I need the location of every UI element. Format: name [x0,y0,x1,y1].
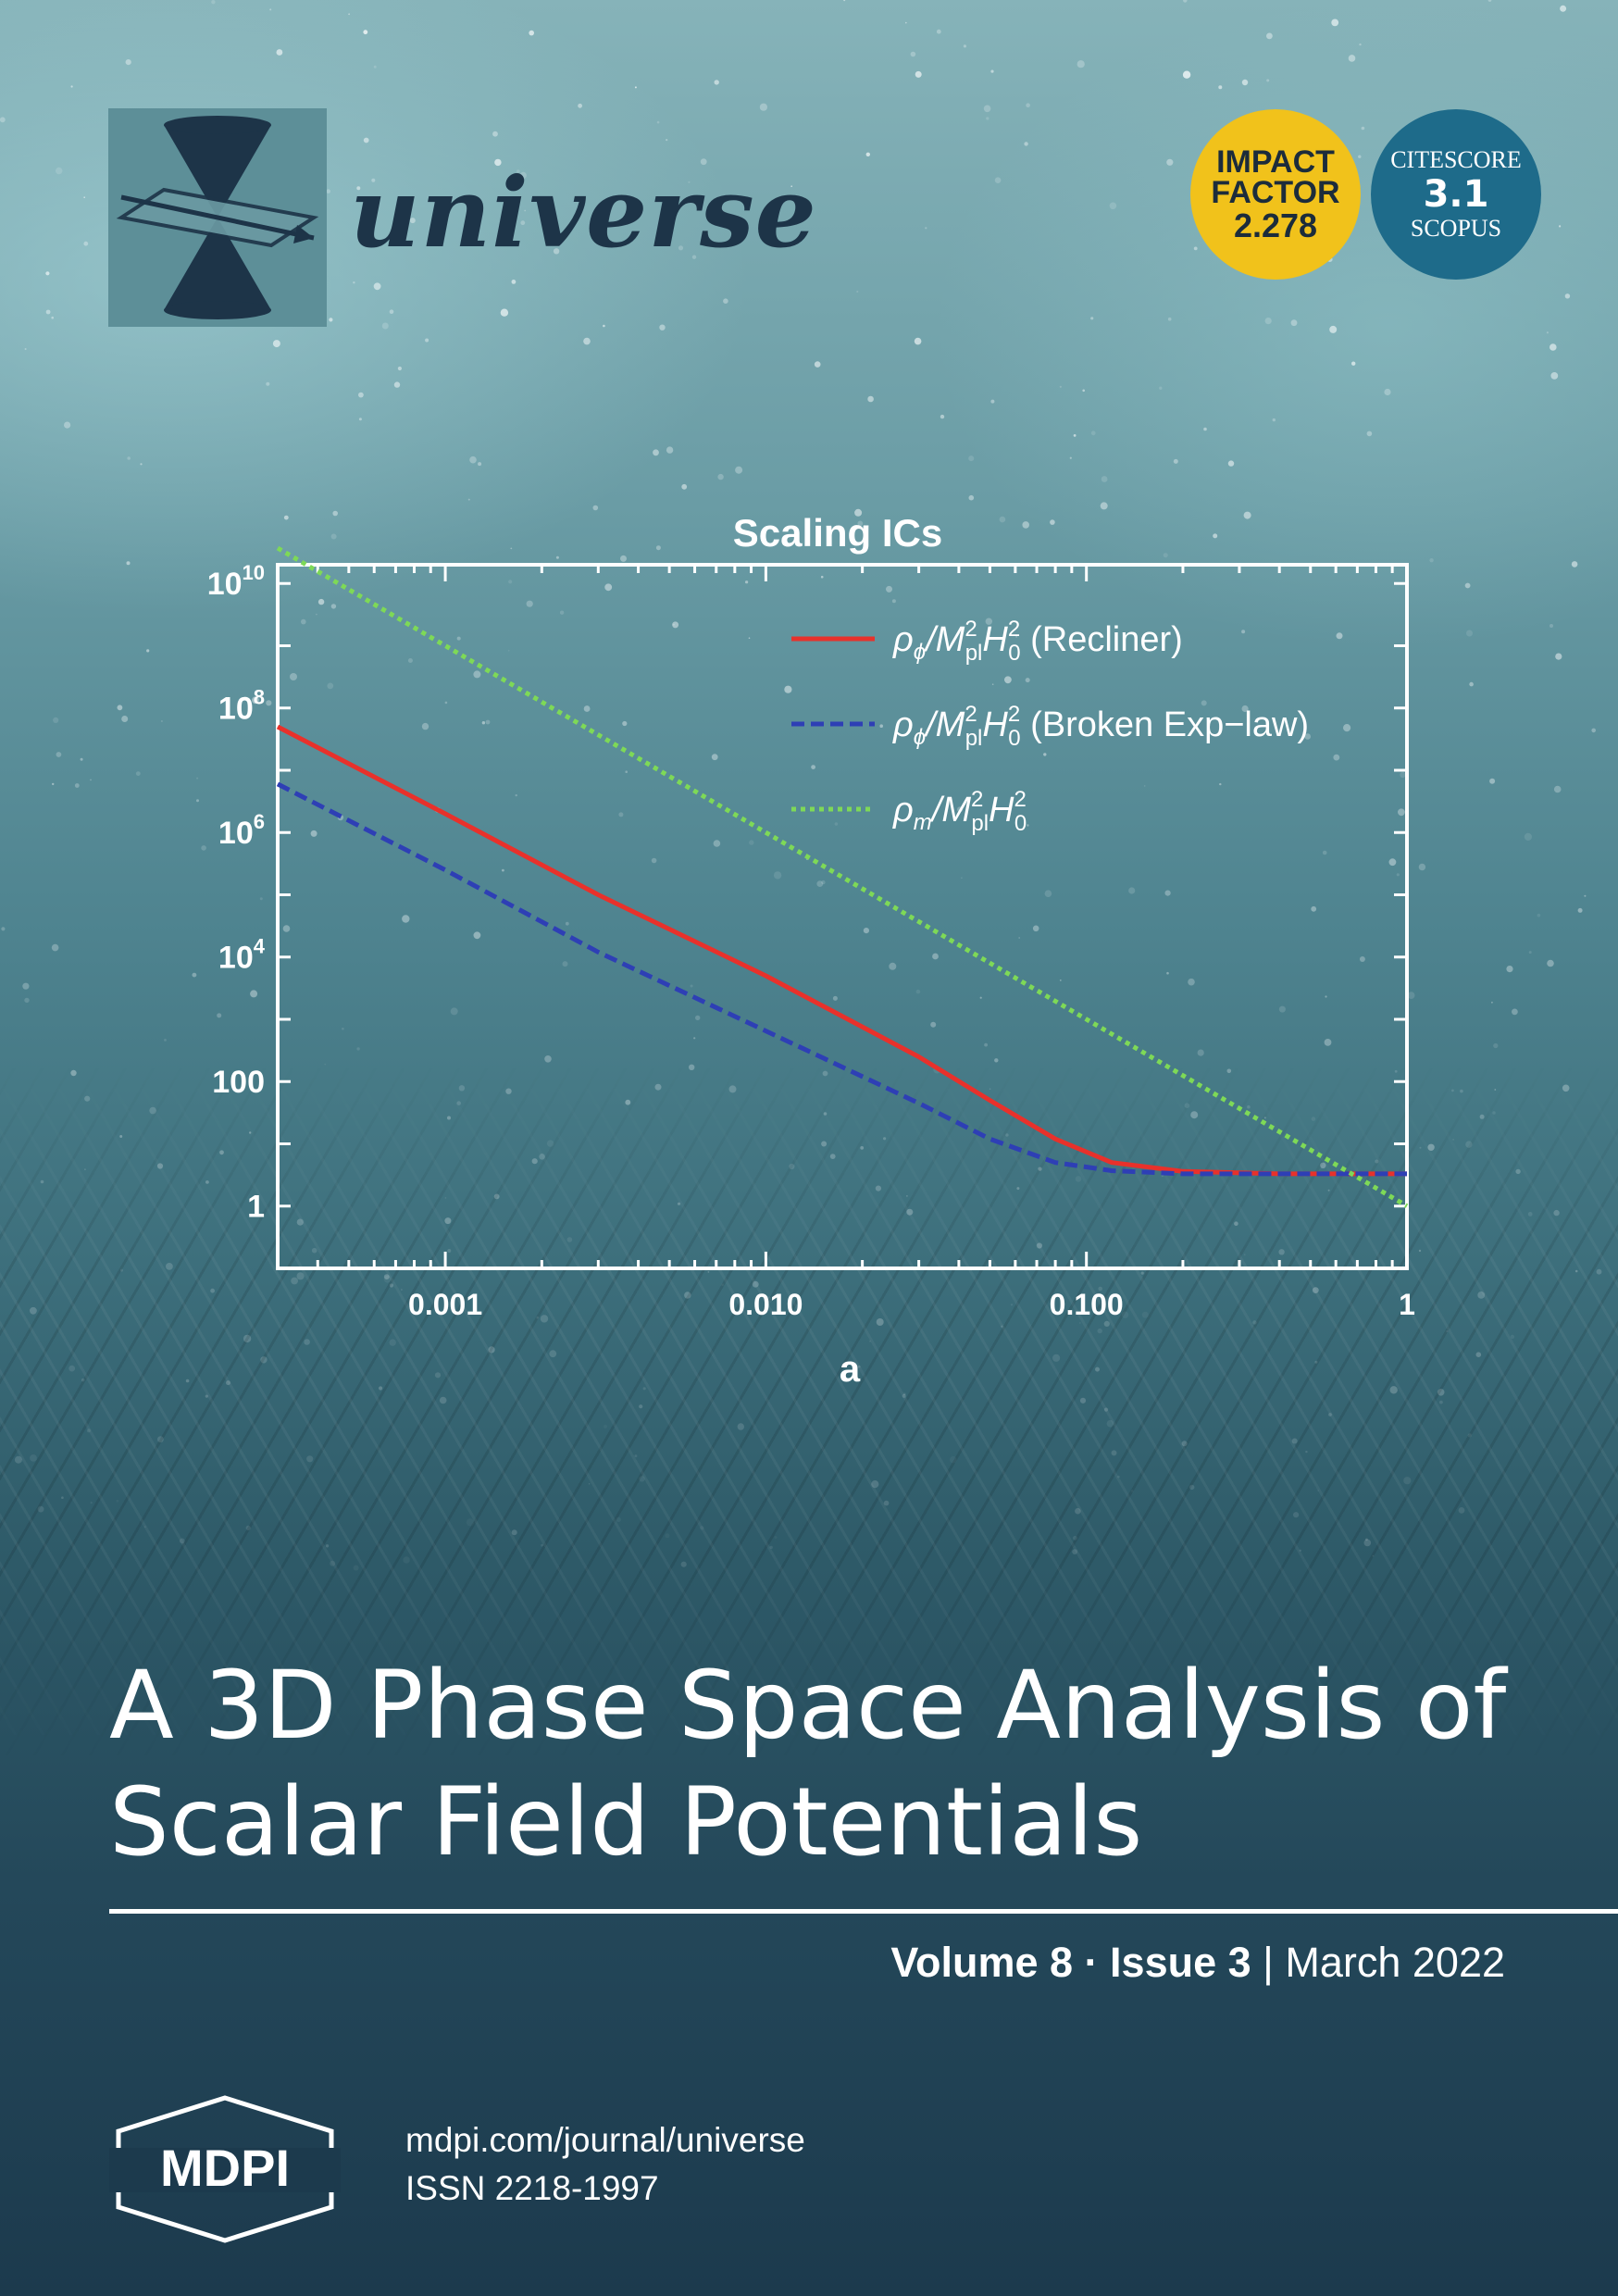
article-title-line-1: A 3D Phase Space Analysis of [109,1651,1507,1761]
y-tick-exponent: 6 [254,810,265,833]
issue-separator-bar: | [1251,1939,1286,1986]
impact-factor-label-1: IMPACT [1216,144,1335,180]
plot-frame [276,563,1409,1270]
y-tick-exponent: 8 [254,686,265,709]
series-line-1 [276,781,1407,1177]
y-tick-base: 10 [218,692,254,727]
impact-factor-value: 2.278 [1233,206,1318,244]
x-tick-label: 0.010 [728,1288,803,1321]
chart-title: Scaling ICs [733,511,942,555]
y-tick-base: 10 [218,941,254,976]
citescore-label: CITESCORE [1390,146,1522,173]
y-tick-label: 1 [247,1190,265,1225]
y-tick-label: 1010 [207,561,265,602]
series-line-2 [276,545,1409,1208]
article-title: A 3D Phase Space Analysis of Scalar Fiel… [109,1648,1553,1881]
y-tick-label: 104 [218,935,266,976]
x-tick-label: 1 [1399,1288,1415,1321]
x-axis-label: a [840,1349,861,1390]
y-tick-base: 10 [218,816,254,851]
volume-label: Volume 8 [890,1939,1074,1986]
issn-text: ISSN 2218-1997 [405,2169,659,2207]
journal-logo [108,108,327,327]
issue-info: Volume 8 · Issue 3 | March 2022 [890,1939,1505,1987]
journal-name: universe [350,156,817,269]
impact-factor-label-2: FACTOR [1211,174,1340,210]
x-tick-label: 0.001 [408,1288,482,1321]
legend-entry: ρϕ/M2 plH2 0 (Recliner) [892,617,1183,666]
scaling-chart: Scaling ICs 0.001 0.010 0.100 1110010410610… [207,511,1415,1390]
y-tick-base: 10 [207,567,243,602]
article-title-line-2: Scalar Field Potentials [109,1767,1143,1878]
citescore-badge: CITESCORE 3.1 SCOPUS [1371,109,1541,280]
title-divider [109,1909,1618,1914]
citescore-source: SCOPUS [1410,215,1502,242]
mdpi-logo: MDPI [109,2095,341,2243]
issue-label: Issue 3 [1110,1939,1251,1986]
series-line-0 [276,724,1407,1177]
mdpi-logo-text: MDPI [160,2139,290,2197]
issue-separator-dot: · [1073,1939,1111,1986]
impact-factor-badge: IMPACT FACTOR 2.278 [1190,109,1361,280]
legend-suffix: (Broken Exp−law) [1021,705,1310,744]
y-tick-label: 108 [218,686,265,727]
y-tick-label: 100 [212,1065,265,1100]
legend-entry: ρm/M2 plH2 0 [892,787,1027,836]
y-tick-exponent: 4 [254,935,266,958]
double-cone-icon [116,116,319,319]
y-tick-exponent: 10 [243,561,265,584]
y-tick-base: 100 [212,1065,265,1100]
journal-url-link[interactable]: mdpi.com/journal/universe [405,2121,805,2159]
journal-footer: mdpi.com/journal/universe ISSN 2218-1997 [405,2116,805,2213]
issue-date: March 2022 [1285,1939,1505,1986]
x-tick-label: 0.100 [1050,1288,1124,1321]
legend-suffix: (Recliner) [1021,620,1183,659]
y-tick-base: 1 [247,1190,265,1225]
legend-entry: ρϕ/M2 plH2 0 (Broken Exp−law) [892,702,1309,751]
citescore-value: 3.1 [1423,173,1489,216]
y-tick-label: 106 [218,810,265,851]
mdpi-hexagon-icon [116,2095,334,2243]
